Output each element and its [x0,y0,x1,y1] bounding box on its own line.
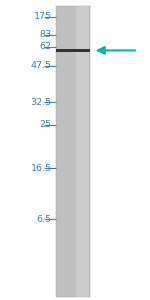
Text: 83: 83 [40,30,52,39]
Text: 32.5: 32.5 [31,98,52,106]
Text: 25: 25 [40,120,52,129]
Text: 175: 175 [34,12,52,21]
Bar [56,49,90,52]
Text: 62: 62 [40,42,52,51]
Bar [76,6,89,297]
Text: 16.5: 16.5 [31,164,52,172]
Text: 47.5: 47.5 [31,61,52,70]
Text: 6.5: 6.5 [37,214,52,224]
Bar [56,6,90,297]
